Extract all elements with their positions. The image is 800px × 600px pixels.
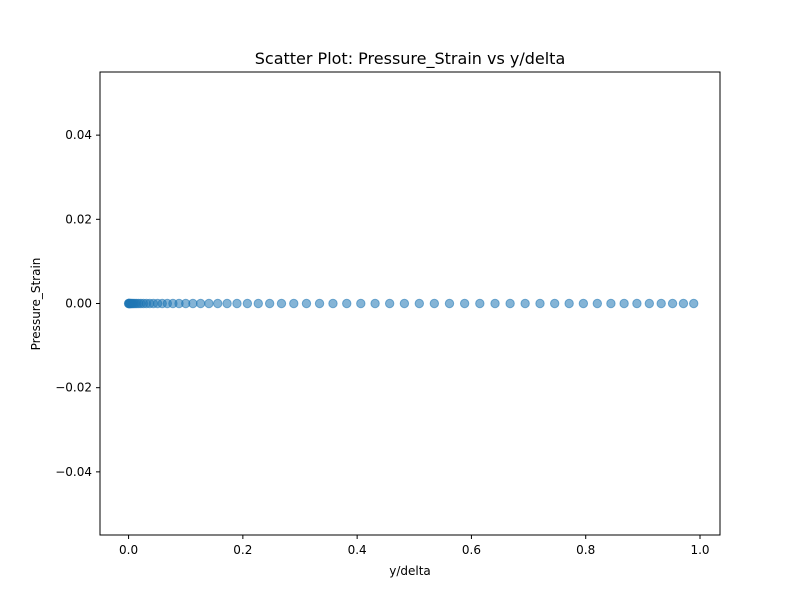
y-axis-label: Pressure_Strain [29, 258, 43, 351]
scatter-point [232, 298, 242, 309]
scatter-point [678, 298, 689, 309]
x-tick-label: 0.6 [462, 543, 481, 557]
scatter-point [520, 298, 530, 309]
scatter-point [289, 298, 299, 309]
scatter-point [384, 298, 395, 309]
scatter-point [342, 298, 352, 309]
plot-area [123, 298, 699, 309]
x-axis-label: y/delta [389, 564, 431, 578]
y-tick-label: 0.00 [65, 297, 92, 311]
y-tick-label: −0.02 [55, 381, 92, 395]
scatter-point [656, 298, 666, 309]
scatter-point [535, 298, 545, 309]
x-tick-label: 0.4 [348, 543, 367, 557]
scatter-point [253, 298, 263, 309]
scatter-point [490, 298, 500, 309]
chart-title: Scatter Plot: Pressure_Strain vs y/delta [255, 49, 566, 69]
scatter-point [276, 298, 287, 309]
y-tick-label: 0.02 [65, 212, 92, 226]
scatter-point [414, 298, 425, 309]
scatter-point [195, 298, 206, 309]
scatter-point [475, 298, 485, 309]
x-tick-label: 1.0 [690, 543, 709, 557]
y-tick-label: −0.04 [55, 465, 92, 479]
x-tick-label: 0.2 [233, 543, 252, 557]
scatter-point [592, 298, 603, 309]
scatter-point [619, 298, 629, 309]
scatter-point [264, 298, 275, 309]
scatter-point [188, 298, 198, 309]
y-tick-label: 0.04 [65, 128, 92, 142]
scatter-point [301, 298, 312, 309]
scatter-point [429, 298, 440, 309]
scatter-point [667, 298, 678, 309]
scatter-point [644, 298, 655, 309]
scatter-point [314, 298, 325, 309]
y-axis: −0.04 −0.02 0.00 0.02 0.04 [55, 128, 100, 479]
scatter-point [399, 298, 410, 309]
scatter-point [204, 298, 214, 309]
scatter-point [689, 298, 699, 309]
x-axis: 0.0 0.2 0.4 0.6 0.8 1.0 [119, 535, 710, 557]
scatter-point [632, 298, 642, 309]
scatter-point [459, 298, 470, 309]
scatter-point [213, 298, 223, 309]
scatter-point [222, 298, 232, 309]
scatter-point [549, 298, 560, 309]
x-tick-label: 0.8 [576, 543, 595, 557]
scatter-point [564, 298, 574, 309]
x-tick-label: 0.0 [119, 543, 138, 557]
scatter-point [356, 298, 366, 309]
scatter-point [578, 298, 589, 309]
scatter-point [328, 298, 338, 309]
scatter-point [606, 298, 616, 309]
scatter-point [505, 298, 515, 309]
scatter-point [242, 298, 253, 309]
scatter-point [370, 298, 380, 309]
scatter-point [444, 298, 455, 309]
